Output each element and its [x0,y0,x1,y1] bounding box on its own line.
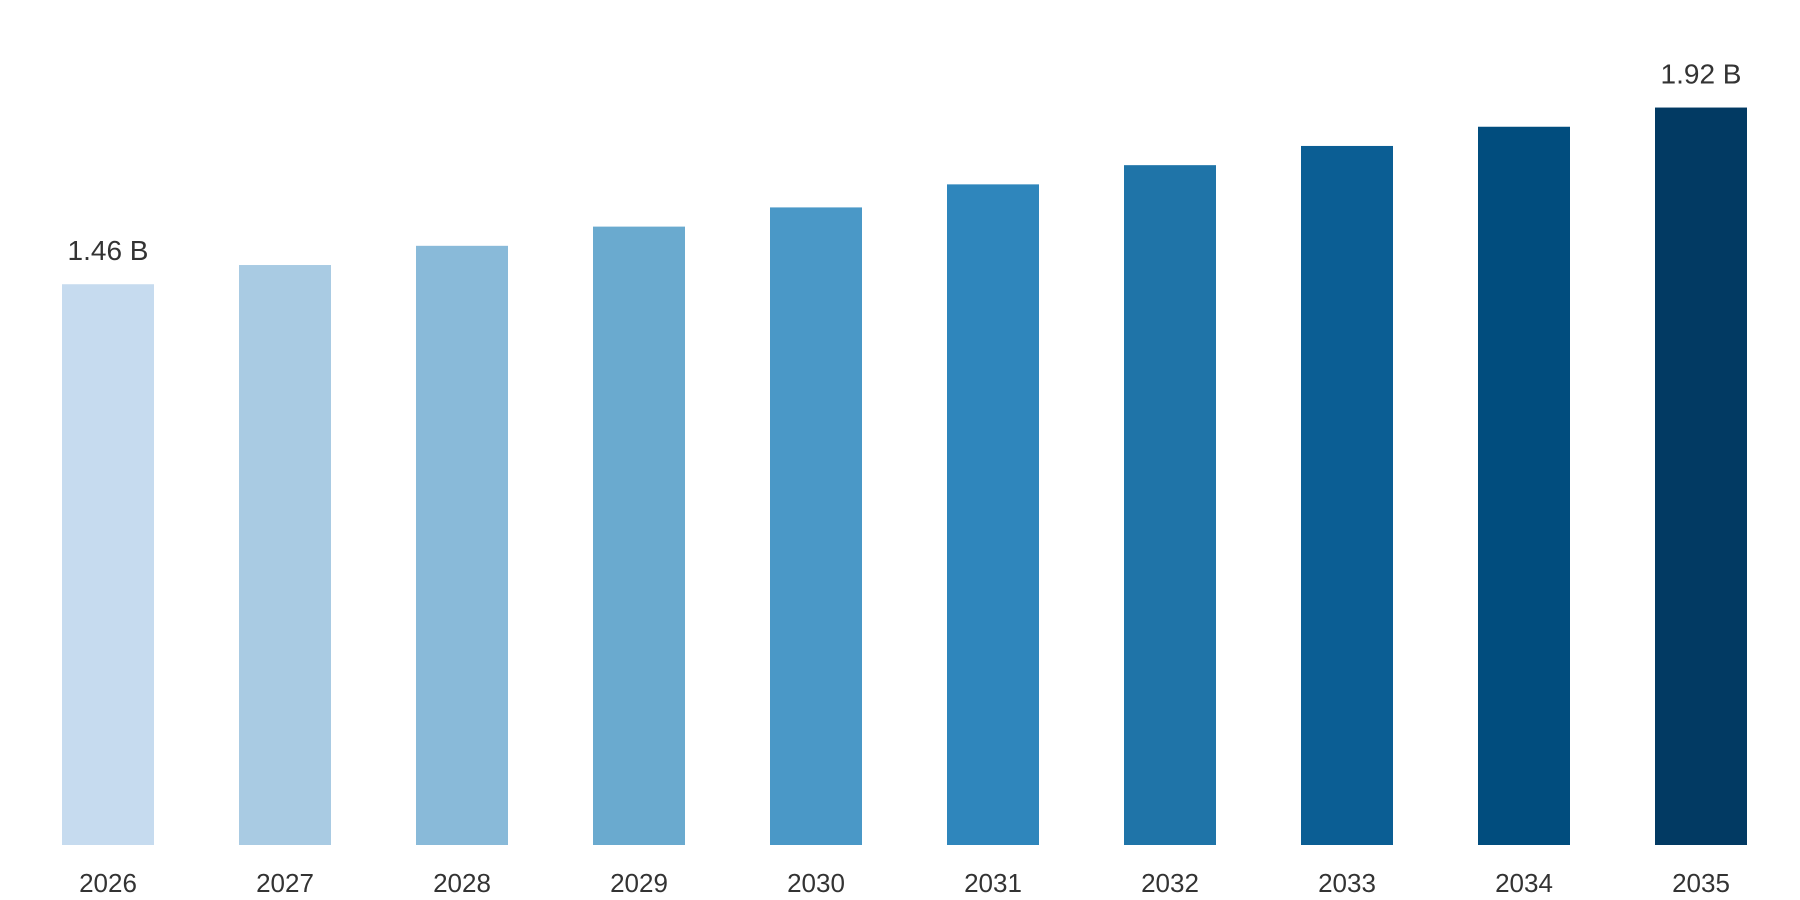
x-tick-label-2033: 2033 [1318,868,1376,898]
value-label-2035: 1.92 B [1661,59,1742,90]
x-axis-tick-labels: 2026 2027 2028 2029 2030 2031 2032 2033 2034 2035 [79,868,1730,898]
value-label-2026: 1.46 B [68,235,149,266]
bar-2031 [947,184,1039,845]
x-tick-label-2026: 2026 [79,868,137,898]
bar-2027 [239,265,331,846]
bar-2035 [1655,107,1747,845]
bar-2034 [1478,126,1570,845]
x-tick-label-2034: 2034 [1495,868,1553,898]
bar-2029 [593,226,685,845]
bars-group [62,107,1747,846]
x-tick-label-2027: 2027 [256,868,314,898]
x-tick-label-2031: 2031 [964,868,1022,898]
x-tick-label-2035: 2035 [1672,868,1730,898]
bar-2026 [62,284,154,845]
x-tick-label-2028: 2028 [433,868,491,898]
bar-2032 [1124,165,1216,846]
bar-2033 [1301,145,1393,846]
x-tick-label-2030: 2030 [787,868,845,898]
bar-2028 [416,245,508,845]
x-tick-label-2029: 2029 [610,868,668,898]
bar-2030 [770,207,862,846]
x-tick-label-2032: 2032 [1141,868,1199,898]
value-labels-group: 1.46 B 1.92 B [68,59,1742,267]
